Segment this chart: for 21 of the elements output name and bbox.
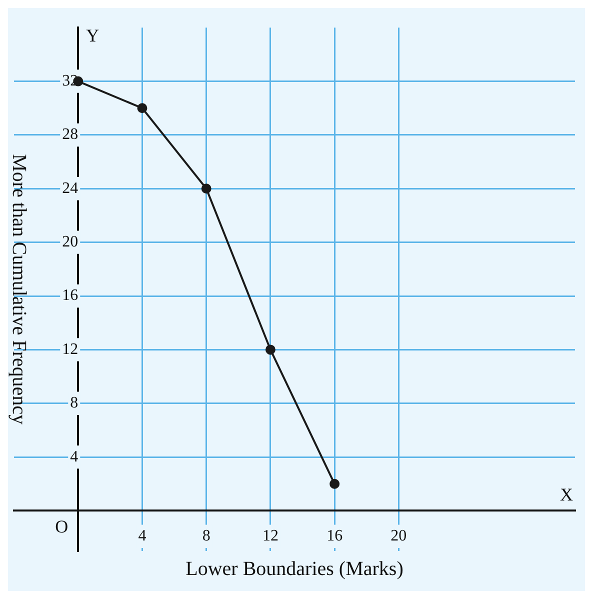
x-tick-label: 16 — [326, 528, 343, 545]
annotation: X — [560, 484, 573, 504]
annotation: O — [55, 516, 68, 536]
y-tick-label: 12 — [62, 340, 78, 358]
x-tick-label: 20 — [390, 528, 407, 545]
x-tick-label: 12 — [262, 528, 278, 545]
y-tick-label: 20 — [62, 234, 78, 251]
x-axis-title: Lower Boundaries (Marks) — [186, 558, 404, 580]
point — [330, 478, 340, 489]
x-tick-label: 4 — [138, 528, 146, 545]
y-tick-label: 28 — [62, 126, 78, 144]
x-tick-label: 8 — [202, 528, 210, 545]
y-tick-label: 4 — [70, 448, 78, 466]
y-tick-label: 8 — [70, 394, 78, 412]
y-tick-label: 16 — [62, 287, 78, 304]
point — [201, 184, 212, 194]
point — [137, 103, 148, 114]
annotation: Y — [86, 25, 100, 46]
y-tick-label: 24 — [62, 180, 78, 197]
y-axis-title: More than Cumulative Frequency — [8, 154, 30, 425]
point — [265, 344, 276, 355]
